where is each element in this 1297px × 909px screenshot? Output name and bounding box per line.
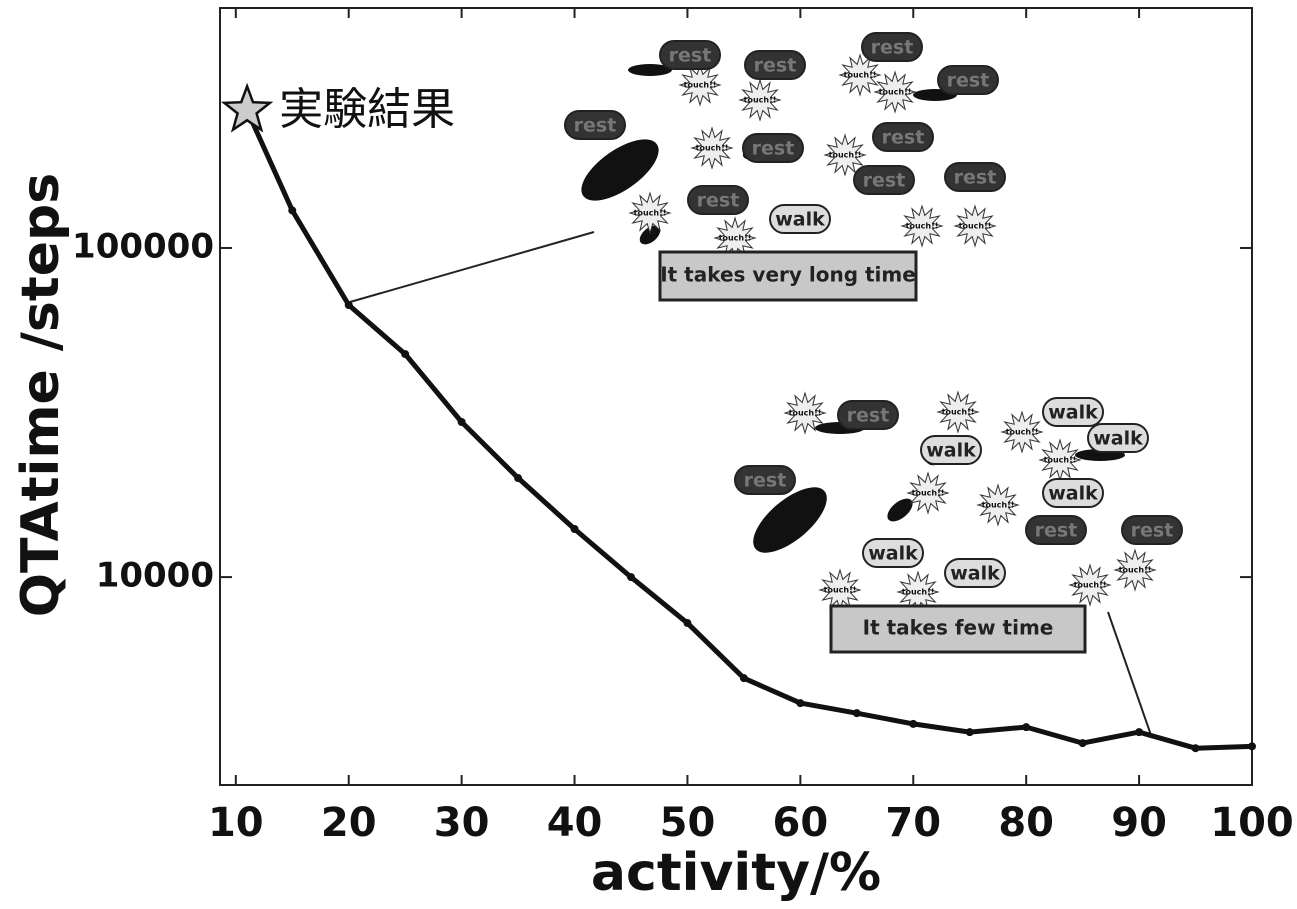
touch-label: touch!! xyxy=(744,96,777,105)
data-point xyxy=(966,728,974,736)
data-point xyxy=(853,709,861,717)
bubble-label: walk xyxy=(1048,402,1098,424)
data-point xyxy=(627,573,635,581)
leader-line xyxy=(350,232,594,302)
touch-label: touch!! xyxy=(824,586,857,595)
x-tick-label: 60 xyxy=(773,800,829,846)
touch-label: touch!! xyxy=(902,588,935,597)
star-label: 実験結果 xyxy=(279,84,455,135)
ant-icon xyxy=(883,494,916,526)
bubble-label: rest xyxy=(744,470,787,492)
touch-label: touch!! xyxy=(912,489,945,498)
bubble-label: walk xyxy=(1093,428,1143,450)
data-point xyxy=(1135,728,1143,736)
chart: activity/% QTAtime /steps 10 20 30 40 50 60 70… xyxy=(0,0,1297,909)
bubble-label: walk xyxy=(1048,483,1098,505)
bubble-label: rest xyxy=(754,55,797,77)
touch-label: touch!! xyxy=(684,81,717,90)
x-axis-title: activity/% xyxy=(591,843,881,903)
x-tick-label: 100 xyxy=(1210,800,1294,846)
touch-label: touch!! xyxy=(634,209,667,218)
caption-text: It takes few time xyxy=(863,616,1054,640)
bubble-label: walk xyxy=(950,563,1000,585)
data-point xyxy=(796,699,804,707)
bubble-label: rest xyxy=(882,127,925,149)
bubble-label: rest xyxy=(871,37,914,59)
x-tick-label: 30 xyxy=(434,800,490,846)
data-point xyxy=(740,674,748,682)
data-point xyxy=(1192,744,1200,752)
y-axis-title: QTAtime /steps xyxy=(11,173,71,617)
data-point xyxy=(1022,723,1030,731)
touch-label: touch!! xyxy=(942,408,975,417)
bubble-label: rest xyxy=(847,405,890,427)
ant-icon xyxy=(572,128,669,212)
data-point xyxy=(1248,742,1256,750)
y-tick-label: 100000 xyxy=(72,226,214,266)
x-tick-label: 20 xyxy=(321,800,377,846)
data-point xyxy=(1079,739,1087,747)
bubble-label: rest xyxy=(1131,520,1174,542)
data-point xyxy=(683,619,691,627)
touch-label: touch!! xyxy=(982,501,1015,510)
touch-label: touch!! xyxy=(879,88,912,97)
x-tick-label: 10 xyxy=(208,800,264,846)
x-tick-label: 70 xyxy=(885,800,941,846)
data-point xyxy=(458,418,466,426)
x-tick-label: 80 xyxy=(998,800,1054,846)
touch-label: touch!! xyxy=(1074,581,1107,590)
bubble-label: walk xyxy=(868,543,918,565)
star-marker xyxy=(224,86,270,129)
touch-label: touch!! xyxy=(1119,566,1152,575)
x-tick-label: 90 xyxy=(1111,800,1167,846)
bubble-label: rest xyxy=(752,138,795,160)
leader-line xyxy=(1108,612,1152,738)
touch-label: touch!! xyxy=(1044,456,1077,465)
y-tick-label: 10000 xyxy=(96,556,214,596)
data-point xyxy=(288,206,296,214)
touch-label: touch!! xyxy=(1006,428,1039,437)
touch-label: touch!! xyxy=(906,222,939,231)
touch-label: touch!! xyxy=(696,144,729,153)
x-tick-label: 50 xyxy=(660,800,716,846)
data-point xyxy=(345,301,353,309)
data-point xyxy=(401,350,409,358)
bubble-label: rest xyxy=(697,190,740,212)
bubble-label: walk xyxy=(926,440,976,462)
bubble-label: rest xyxy=(669,45,712,67)
bubble-label: rest xyxy=(1035,520,1078,542)
touch-label: touch!! xyxy=(719,234,752,243)
bubble-label: rest xyxy=(954,167,997,189)
touch-label: touch!! xyxy=(789,409,822,418)
bubble-label: walk xyxy=(775,209,825,231)
bubble-label: rest xyxy=(863,170,906,192)
data-point xyxy=(909,720,917,728)
caption-text: It takes very long time xyxy=(660,263,916,287)
touch-label: touch!! xyxy=(829,151,862,160)
bubble-label: rest xyxy=(574,115,617,137)
data-point xyxy=(514,474,522,482)
touch-label: touch!! xyxy=(959,222,992,231)
data-point xyxy=(571,525,579,533)
bubble-label: rest xyxy=(947,70,990,92)
x-tick-label: 40 xyxy=(547,800,603,846)
touch-label: touch!! xyxy=(844,71,877,80)
